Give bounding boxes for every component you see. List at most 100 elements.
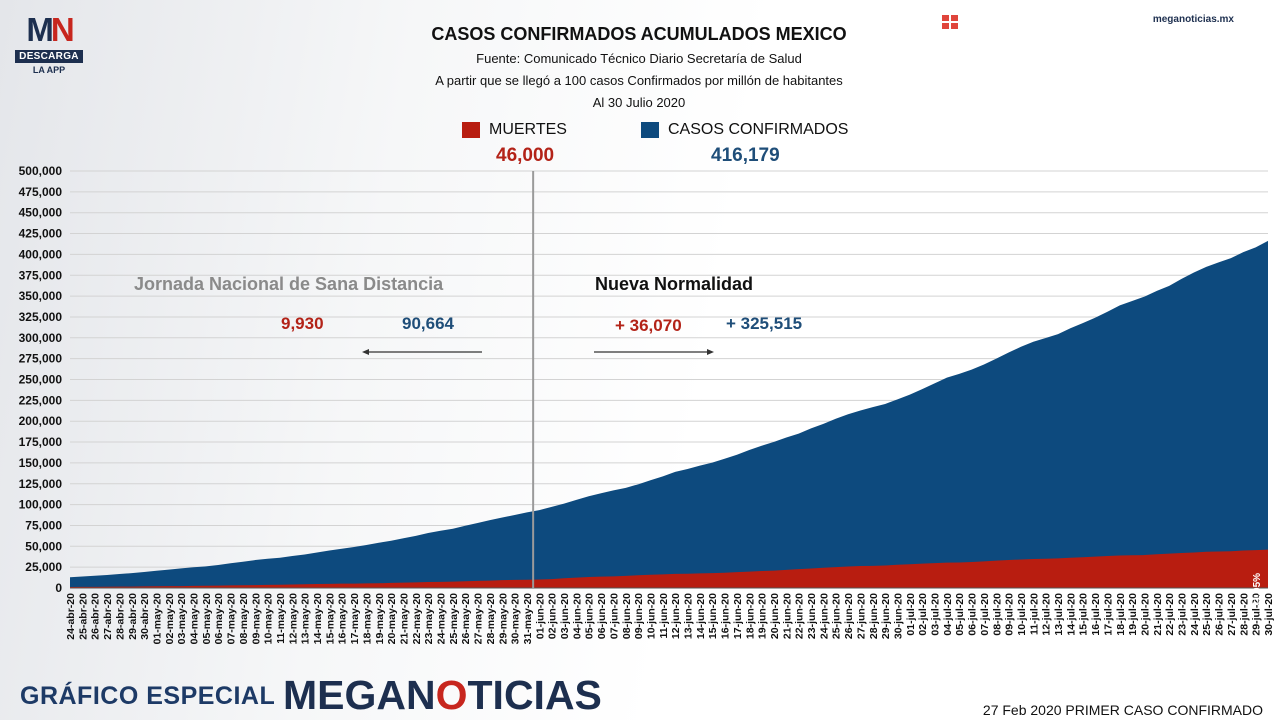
- x-tick-label: 21-jun-20: [781, 593, 793, 639]
- x-tick-label: 29-jun-20: [880, 593, 892, 639]
- x-tick-label: 24-jul-20: [1189, 593, 1201, 636]
- footer-special-label: GRÁFICO ESPECIAL: [20, 682, 276, 710]
- x-tick-label: 25-abr-20: [77, 593, 89, 640]
- x-tick-label: 15-may-20: [324, 593, 336, 645]
- footer-first-case-note: 27 Feb 2020 PRIMER CASO CONFIRMADO: [982, 702, 1263, 718]
- x-tick-label: 02-jul-20: [917, 593, 929, 636]
- x-tick-label: 26-may-20: [460, 593, 472, 645]
- x-tick-label: 27-jun-20: [855, 593, 867, 639]
- x-tick-label: 04-may-20: [189, 593, 201, 645]
- x-tick-label: 26-jun-20: [843, 593, 855, 639]
- x-tick-label: 28-jul-20: [1238, 593, 1250, 636]
- x-tick-label: 01-may-20: [152, 593, 164, 645]
- x-tick-label: 16-jul-20: [1090, 593, 1102, 636]
- brand-part-a: MEGAN: [283, 672, 436, 718]
- x-tick-label: 18-jun-20: [744, 593, 756, 639]
- deaths-area: [70, 549, 1268, 588]
- x-tick-label: 03-may-20: [176, 593, 188, 645]
- y-tick-label: 425,000: [19, 227, 63, 241]
- y-tick-label: 175,000: [19, 435, 63, 449]
- y-tick-label: 150,000: [19, 456, 63, 470]
- right-arrowhead: [707, 349, 714, 355]
- chart-date: Al 30 Julio 2020: [592, 95, 686, 110]
- y-tick-label: 400,000: [19, 247, 63, 261]
- x-tick-label: 29-abr-20: [127, 593, 139, 640]
- x-tick-label: 26-jul-20: [1214, 593, 1226, 636]
- x-tick-label: 19-jun-20: [757, 593, 769, 639]
- deaths-total: 46,000: [496, 145, 555, 166]
- logo-n: N: [50, 11, 75, 48]
- x-tick-label: 30-jul-20: [1263, 593, 1275, 636]
- x-tick-label: 28-may-20: [485, 593, 497, 645]
- chart-title: CASOS CONFIRMADOS ACUMULADOS MEXICO: [431, 24, 847, 44]
- phase-left-label: Jornada Nacional de Sana Distancia: [134, 274, 444, 294]
- cases-total: 416,179: [711, 145, 780, 166]
- x-tick-label: 02-jun-20: [547, 593, 559, 639]
- y-tick-label: 25,000: [25, 560, 62, 574]
- legend-deaths-swatch: [462, 122, 480, 138]
- x-tick-label: 28-jun-20: [868, 593, 880, 639]
- x-tick-label: 01-jun-20: [534, 593, 546, 639]
- y-tick-label: 350,000: [19, 289, 63, 303]
- x-tick-label: 22-may-20: [411, 593, 423, 645]
- y-tick-label: 275,000: [19, 352, 63, 366]
- x-tick-label: 12-may-20: [287, 593, 299, 645]
- footer-brand-logo: MEGANOTICIAS: [283, 672, 602, 719]
- x-tick-label: 23-may-20: [423, 593, 435, 645]
- x-tick-label: 09-jun-20: [633, 593, 645, 639]
- x-tick-label: 24-jun-20: [818, 593, 830, 639]
- x-tick-label: 09-jul-20: [1004, 593, 1016, 636]
- x-tick-label: 08-jun-20: [621, 593, 633, 639]
- grid-icon[interactable]: [942, 15, 958, 29]
- x-tick-label: 17-jul-20: [1102, 593, 1114, 636]
- x-tick-label: 25-jun-20: [831, 593, 843, 639]
- x-tick-label: 03-jul-20: [930, 593, 942, 636]
- y-tick-label: 450,000: [19, 206, 63, 220]
- x-tick-label: 29-jul-20: [1251, 593, 1263, 636]
- phase-left-deaths: 9,930: [281, 314, 324, 333]
- chart-source: Fuente: Comunicado Técnico Diario Secret…: [476, 51, 802, 66]
- x-tick-label: 31-may-20: [522, 593, 534, 645]
- x-tick-label: 06-jun-20: [596, 593, 608, 639]
- y-tick-label: 325,000: [19, 310, 63, 324]
- x-tick-label: 20-jun-20: [769, 593, 781, 639]
- x-tick-label: 30-jun-20: [893, 593, 905, 639]
- x-tick-label: 05-jun-20: [584, 593, 596, 639]
- logo-m: M: [26, 11, 53, 48]
- x-tick-label: 05-jul-20: [954, 593, 966, 636]
- x-tick-label: 03-jun-20: [559, 593, 571, 639]
- x-tick-label: 13-jul-20: [1053, 593, 1065, 636]
- left-arrowhead: [362, 349, 369, 355]
- x-tick-label: 21-may-20: [399, 593, 411, 645]
- brand-part-b: TICIAS: [467, 672, 602, 718]
- x-tick-label: 02-may-20: [164, 593, 176, 645]
- x-tick-label: 12-jun-20: [670, 593, 682, 639]
- x-tick-label: 10-jul-20: [1016, 593, 1028, 636]
- x-tick-label: 27-may-20: [473, 593, 485, 645]
- y-tick-label: 300,000: [19, 331, 63, 345]
- phase-right-cases: + 325,515: [726, 314, 803, 333]
- x-tick-label: 04-jul-20: [942, 593, 954, 636]
- x-tick-label: 20-jul-20: [1140, 593, 1152, 636]
- legend-cases: CASOS CONFIRMADOS: [641, 121, 848, 139]
- y-tick-label: 225,000: [19, 393, 63, 407]
- x-tick-label: 24-may-20: [436, 593, 448, 645]
- site-link[interactable]: meganoticias.mx: [1152, 14, 1234, 25]
- x-tick-label: 08-jul-20: [991, 593, 1003, 636]
- x-tick-label: 27-abr-20: [102, 593, 114, 640]
- x-tick-label: 15-jul-20: [1078, 593, 1090, 636]
- x-tick-label: 29-may-20: [497, 593, 509, 645]
- phase-right-label: Nueva Normalidad: [595, 274, 754, 294]
- x-tick-label: 30-may-20: [510, 593, 522, 645]
- x-tick-label: 14-may-20: [312, 593, 324, 645]
- logo[interactable]: MN DESCARGA LA APP: [14, 11, 84, 75]
- x-tick-label: 19-may-20: [374, 593, 386, 645]
- x-tick-label: 27-jul-20: [1226, 593, 1238, 636]
- y-tick-label: 475,000: [19, 185, 63, 199]
- phase-right-deaths: + 36,070: [615, 316, 682, 335]
- legend-deaths: MUERTES: [462, 121, 567, 139]
- phase-left-cases: 90,664: [402, 314, 454, 333]
- x-tick-label: 15-jun-20: [707, 593, 719, 639]
- x-tick-label: 01-jul-20: [905, 593, 917, 636]
